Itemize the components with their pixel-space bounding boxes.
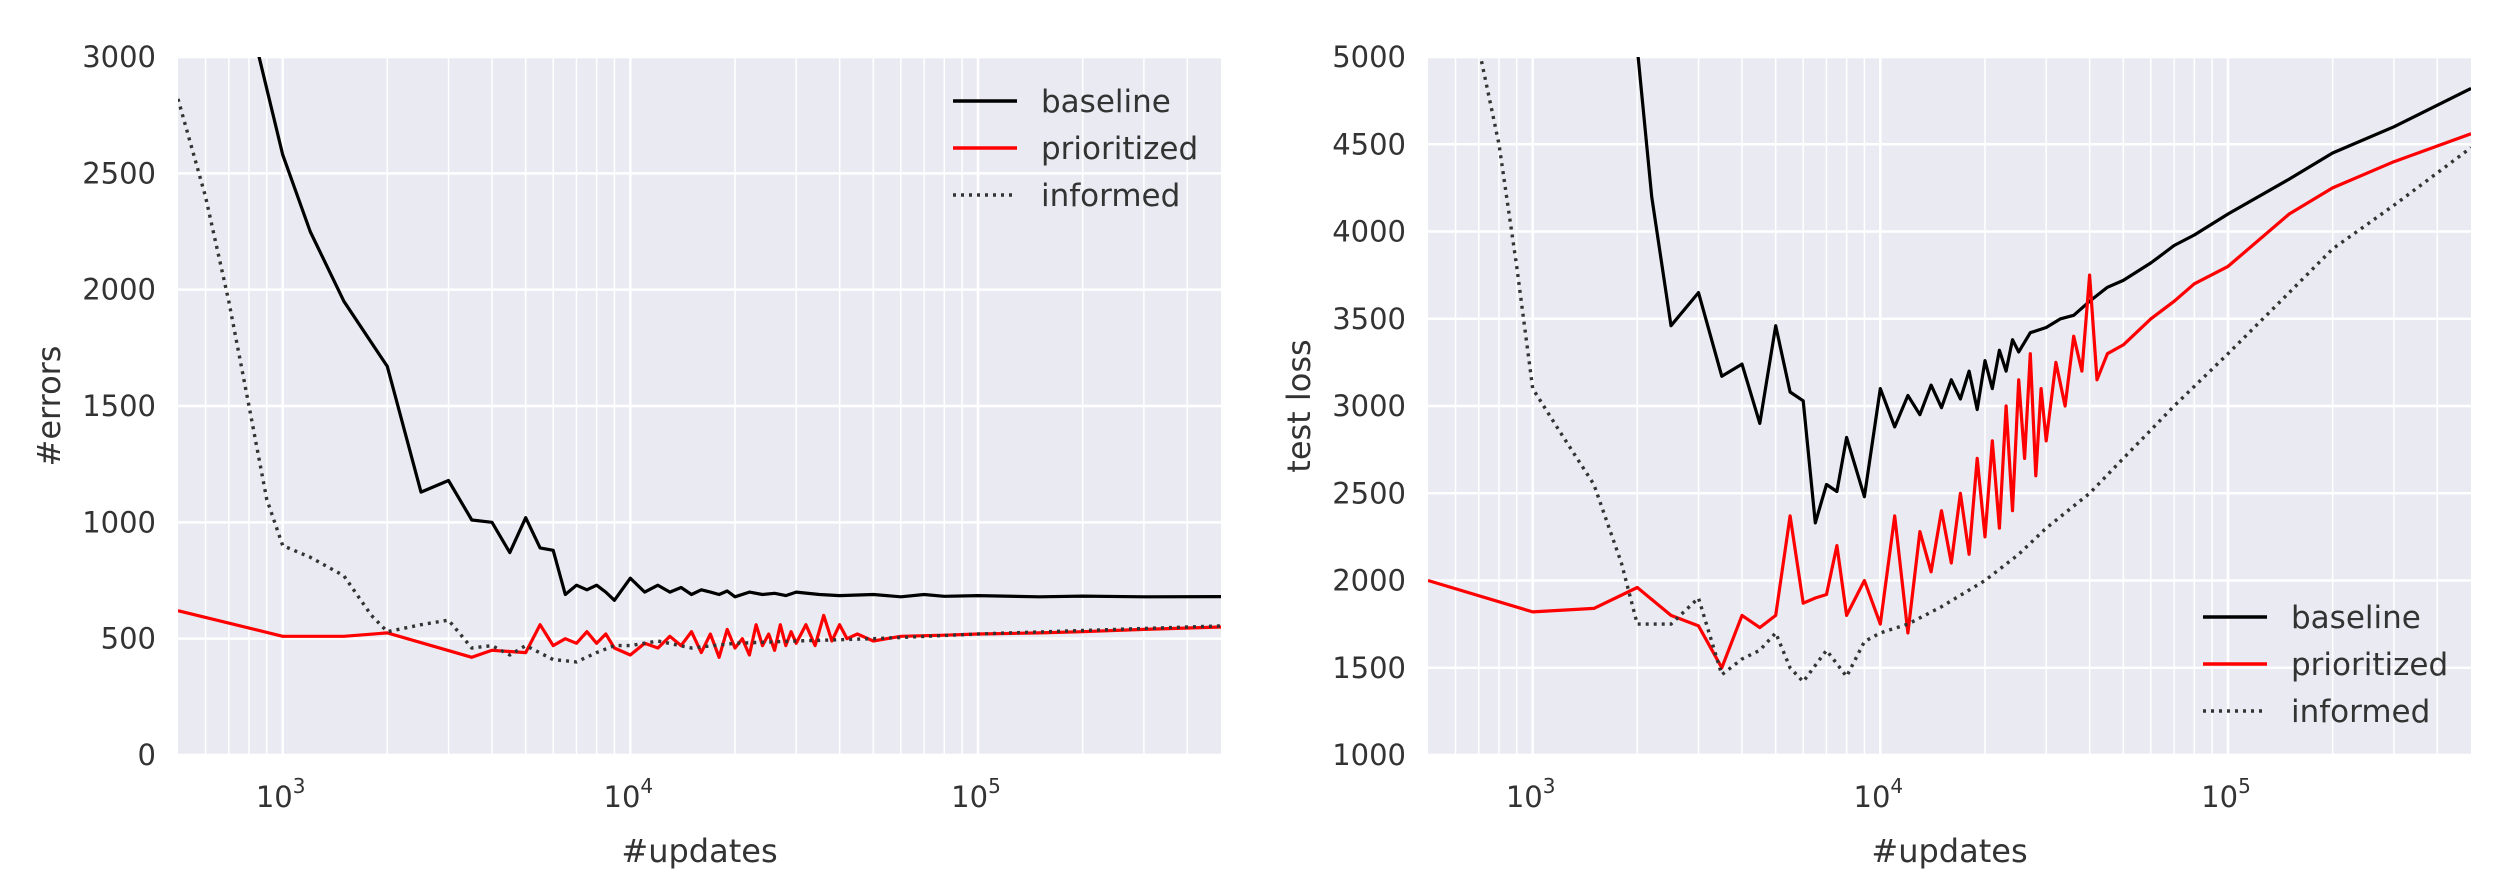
y-tick-label: 1500: [1332, 651, 1406, 685]
y-tick-label: 1000: [1332, 738, 1406, 772]
legend: baseline prioritized informed: [953, 84, 1198, 214]
series-line-baseline: [1636, 57, 2471, 525]
x-tick-label: 104: [604, 774, 654, 814]
y-tick-label: 3500: [1332, 302, 1406, 336]
test-loss-chart: 1000 1500 2000 2500 3000 3500 4000 4500 5000 103 1…: [1280, 40, 2471, 870]
y-tick-label: 2000: [1332, 564, 1406, 598]
legend-label-informed: informed: [2291, 694, 2430, 730]
y-tick-label: 0: [138, 738, 156, 772]
legend-label-baseline: baseline: [1041, 84, 1171, 120]
series-lines: [1428, 57, 2471, 684]
y-tick-label: 2000: [82, 273, 156, 307]
x-tick-label: 105: [951, 774, 1001, 814]
legend-label-prioritized: prioritized: [2291, 647, 2448, 683]
series-lines: [178, 57, 1221, 664]
x-tick-label: 103: [256, 774, 306, 814]
y-tick-label: 2500: [82, 156, 156, 190]
series-line-prioritized: [1428, 132, 2471, 670]
y-tick-label: 2500: [1332, 476, 1406, 510]
y-tick-label: 3000: [82, 40, 156, 74]
y-axis-label: #errors: [30, 346, 68, 467]
legend-label-baseline: baseline: [2291, 600, 2421, 636]
legend-label-informed: informed: [1041, 178, 1180, 214]
y-tick-label: 1000: [82, 505, 156, 539]
y-tick-label: 4000: [1332, 215, 1406, 249]
x-axis-label: #updates: [621, 832, 777, 870]
x-axis-label: #updates: [1871, 832, 2027, 870]
series-line-prioritized: [178, 609, 1221, 659]
y-tick-label: 1500: [82, 389, 156, 423]
x-tick-label: 104: [1854, 774, 1904, 814]
legend: baseline prioritized informed: [2203, 600, 2448, 730]
y-axis-label: test loss: [1280, 339, 1318, 472]
y-tick-label: 500: [101, 622, 156, 656]
y-tick-label: 5000: [1332, 40, 1406, 74]
y-tick-label: 4500: [1332, 127, 1406, 161]
series-line-informed: [178, 98, 1221, 664]
x-tick-label: 105: [2201, 774, 2251, 814]
x-tick-label: 103: [1506, 774, 1556, 814]
y-tick-label: 3000: [1332, 389, 1406, 423]
legend-label-prioritized: prioritized: [1041, 131, 1198, 167]
errors-chart: 0 500 1000 1500 2000 2500 3000 103 104 105 #update…: [30, 40, 1221, 870]
series-line-baseline: [257, 57, 1221, 602]
series-line-informed: [1478, 57, 2471, 684]
